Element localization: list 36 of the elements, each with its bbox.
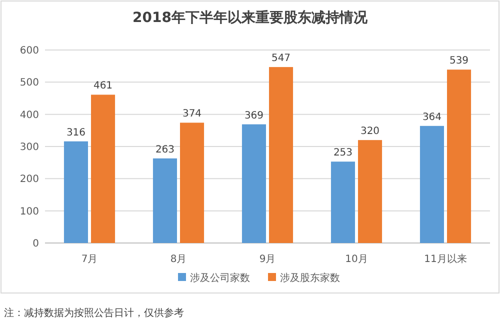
y-tick-label: 600 (20, 46, 39, 56)
bar (269, 67, 294, 243)
data-label: 461 (93, 80, 113, 92)
bar (447, 70, 472, 243)
text: 注：减持数据为按照公告日计，仅供参考 (4, 307, 184, 319)
y-tick-label: 200 (20, 174, 39, 186)
bar (180, 122, 204, 243)
data-label: 364 (422, 112, 442, 123)
y-tick-label: 500 (20, 78, 39, 89)
bar (64, 141, 88, 243)
data-label: 263 (155, 144, 175, 156)
bar (330, 162, 355, 243)
data-label: 547 (271, 53, 291, 64)
x-tick-label: 7月 (81, 254, 98, 265)
data-label: 539 (449, 56, 469, 67)
bar (91, 94, 116, 243)
data-label: 320 (360, 126, 380, 138)
x-tick-label: 11月以来 (424, 253, 467, 265)
y-tick-label: 0 (32, 238, 39, 250)
legend-label: 涉及股东家数 (280, 272, 340, 284)
x-tick-label: 10月 (345, 254, 368, 265)
bar (152, 158, 177, 243)
y-tick-label: 400 (20, 110, 39, 121)
bar (358, 140, 382, 243)
data-label: 369 (244, 110, 264, 122)
y-tick-label: 300 (20, 142, 39, 153)
chart-title: 2018年下半年以来重要股东减持情况 (132, 9, 368, 26)
data-label: 253 (333, 148, 353, 159)
legend-label: 涉及公司家数 (190, 272, 250, 284)
x-tick-label: 9月 (259, 254, 276, 265)
y-tick-label: 100 (20, 206, 39, 218)
bar (242, 124, 266, 243)
data-label: 374 (182, 108, 202, 120)
data-label: 316 (66, 127, 86, 138)
x-tick-label: 8月 (170, 254, 187, 265)
bar (420, 126, 444, 243)
